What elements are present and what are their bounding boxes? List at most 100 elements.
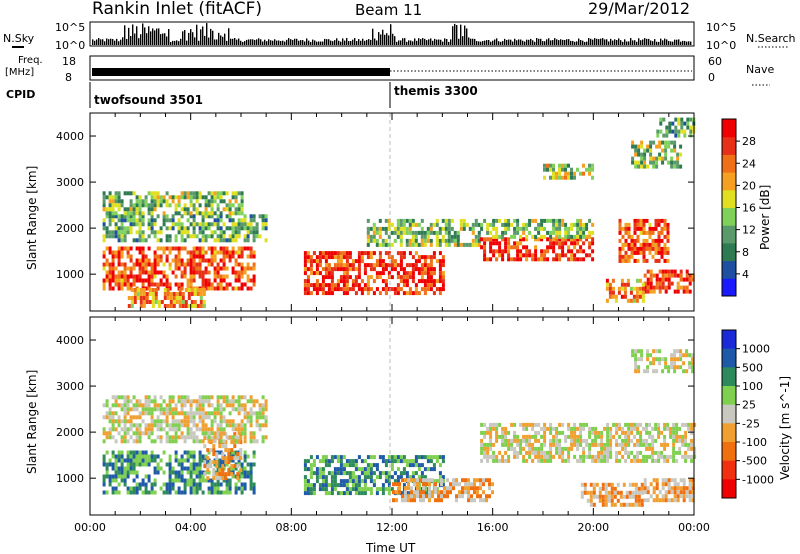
data-cell	[480, 226, 484, 231]
data-cell	[141, 246, 145, 251]
data-cell	[186, 395, 190, 400]
data-cell	[339, 479, 343, 484]
data-cell	[685, 269, 689, 274]
data-cell	[399, 238, 403, 243]
data-cell	[336, 279, 340, 284]
data-cell	[621, 258, 625, 263]
data-cell	[180, 214, 184, 219]
data-cell	[132, 458, 136, 463]
data-cell	[255, 419, 259, 424]
data-cell	[198, 454, 202, 459]
data-cell	[345, 267, 349, 272]
nsky-bar	[290, 39, 292, 45]
data-cell	[446, 478, 449, 483]
data-cell	[673, 269, 677, 274]
nave-label: Nave	[746, 63, 774, 76]
data-cell	[142, 292, 146, 296]
data-cell	[102, 262, 106, 267]
data-cell	[252, 278, 256, 283]
data-cell	[485, 478, 488, 483]
data-cell	[144, 278, 148, 283]
data-cell	[174, 470, 178, 475]
data-cell	[141, 266, 145, 271]
data-cell	[639, 434, 643, 439]
data-cell	[366, 463, 370, 468]
data-cell	[375, 263, 379, 268]
data-cell	[676, 486, 680, 491]
data-cell	[135, 199, 139, 204]
data-cell	[249, 470, 253, 475]
data-cell	[558, 430, 562, 435]
data-cell	[189, 403, 193, 408]
colorbar-swatch	[722, 348, 736, 368]
data-cell	[210, 411, 214, 416]
data-cell	[447, 218, 451, 223]
data-cell	[231, 246, 235, 251]
data-cell	[192, 262, 196, 267]
data-cell	[666, 230, 670, 235]
data-cell	[661, 281, 665, 286]
data-cell	[392, 482, 395, 487]
data-cell	[582, 438, 586, 443]
data-cell	[207, 191, 211, 196]
colorbar-swatch	[722, 154, 736, 173]
data-cell	[360, 471, 364, 476]
data-cell	[446, 494, 449, 499]
data-cell	[126, 230, 130, 235]
nsky-bar	[186, 40, 188, 45]
data-cell	[537, 257, 541, 262]
data-cell	[489, 422, 493, 427]
data-cell	[315, 263, 319, 268]
data-cell	[148, 292, 152, 296]
data-cell	[186, 415, 190, 420]
data-cell	[315, 287, 319, 292]
data-cell	[369, 234, 373, 239]
data-cell	[483, 434, 487, 439]
data-cell	[102, 226, 106, 231]
nsky-bar	[220, 35, 222, 45]
data-cell	[243, 222, 247, 227]
data-cell	[123, 435, 127, 440]
data-cell	[606, 454, 610, 459]
data-cell	[312, 259, 316, 264]
data-cell	[417, 271, 421, 276]
data-cell	[240, 250, 244, 255]
freq-panel: Freq. [MHz] 18 8 60 0 Nave	[5, 55, 774, 86]
data-cell	[180, 474, 184, 479]
data-cell	[645, 422, 649, 427]
data-cell	[411, 471, 415, 476]
data-cell	[111, 419, 115, 424]
nsky-bar	[470, 38, 472, 45]
data-cell	[614, 294, 618, 299]
data-cell	[240, 218, 244, 223]
data-cell	[652, 361, 656, 366]
data-cell	[675, 450, 679, 455]
data-cell	[129, 415, 133, 420]
data-cell	[219, 199, 223, 204]
data-cell	[219, 226, 223, 231]
data-cell	[486, 222, 490, 227]
nsky-bar	[200, 29, 202, 45]
data-cell	[174, 454, 178, 459]
data-cell	[192, 195, 196, 200]
data-cell	[195, 270, 199, 275]
data-cell	[435, 242, 439, 247]
data-cell	[686, 121, 690, 126]
data-cell	[402, 467, 406, 472]
data-cell	[333, 475, 337, 480]
data-cell	[234, 427, 238, 432]
data-cell	[222, 262, 226, 267]
data-cell	[190, 288, 194, 292]
data-cell	[108, 286, 112, 291]
data-cell	[360, 291, 364, 296]
data-cell	[148, 300, 152, 304]
data-cell	[673, 273, 677, 278]
data-cell	[207, 399, 211, 404]
data-cell	[378, 471, 382, 476]
data-cell	[643, 152, 647, 157]
data-cell	[159, 238, 163, 243]
data-cell	[225, 395, 229, 400]
data-cell	[627, 258, 631, 263]
data-cell	[252, 439, 256, 444]
data-cell	[414, 242, 418, 247]
